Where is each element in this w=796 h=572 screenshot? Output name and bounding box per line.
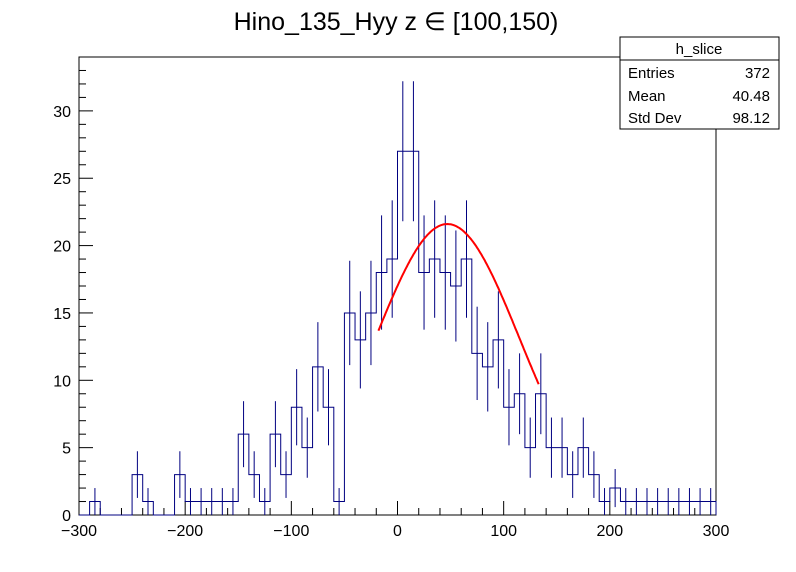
stats-entries-value: 372 <box>745 65 770 82</box>
x-tick-label: −300 <box>61 523 97 540</box>
x-axis: −300 −200 −100 0 100 200 300 <box>61 501 729 540</box>
stats-stddev-label: Std Dev <box>628 110 682 127</box>
x-tick-label: 200 <box>596 523 623 540</box>
x-tick-label: 100 <box>490 523 517 540</box>
error-bars <box>94 81 712 515</box>
y-tick-label: 0 <box>62 508 71 525</box>
x-tick-label: −100 <box>273 523 309 540</box>
y-tick-label: 5 <box>62 441 71 458</box>
y-tick-label: 20 <box>53 239 71 256</box>
stats-box: h_slice Entries 372 Mean 40.48 Std Dev 9… <box>619 36 780 130</box>
stats-entries-label: Entries <box>628 65 675 82</box>
stats-mean-label: Mean <box>628 88 666 105</box>
y-tick-label: 10 <box>53 373 71 390</box>
x-tick-label: −200 <box>167 523 203 540</box>
stats-stddev-value: 98.12 <box>732 110 770 127</box>
chart-title: Hino_135_Hyy z ∈ [100,150) <box>234 8 559 36</box>
y-tick-label: 25 <box>53 171 71 188</box>
x-tick-label: 0 <box>393 523 402 540</box>
histogram-outline <box>79 150 717 516</box>
y-axis: 0 5 10 15 20 25 30 <box>53 56 93 525</box>
stats-box-title: h_slice <box>676 41 723 58</box>
gaussian-fit-curve <box>377 222 540 385</box>
y-tick-label: 30 <box>53 104 71 121</box>
stats-mean-value: 40.48 <box>732 88 770 105</box>
y-tick-label: 15 <box>53 306 71 323</box>
histogram-bins <box>79 150 717 516</box>
x-tick-label: 300 <box>703 523 730 540</box>
